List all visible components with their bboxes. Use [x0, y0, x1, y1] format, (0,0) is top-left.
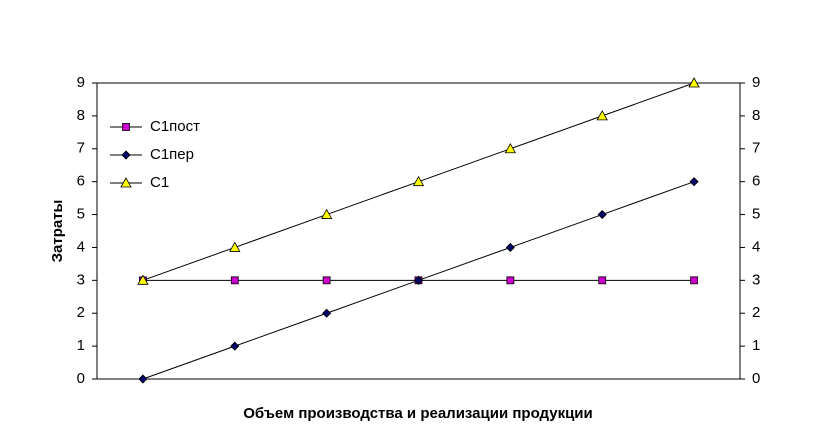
marker-triangle — [229, 241, 241, 252]
marker-diamond — [230, 341, 240, 351]
y2-tick-label: 5 — [752, 206, 760, 223]
marker-diamond — [689, 177, 699, 187]
legend-label: С1 — [150, 174, 169, 191]
marker-triangle — [688, 77, 700, 88]
marker-diamond — [413, 275, 424, 285]
marker-square — [322, 276, 331, 285]
y2-tick-label: 1 — [752, 337, 760, 354]
y2-tick-label: 3 — [752, 271, 760, 288]
y-tick-label: 8 — [77, 107, 85, 124]
y-tick-label: 6 — [77, 173, 85, 190]
marker-triangle — [596, 110, 608, 121]
y-tick-label: 2 — [77, 304, 85, 321]
y-tick-label: 7 — [77, 140, 85, 157]
y2-tick-label: 4 — [752, 238, 760, 255]
legend-marker — [120, 177, 132, 188]
y-tick-label: 3 — [77, 271, 85, 288]
plot-area — [96, 82, 741, 380]
x-axis-title: Объем производства и реализации продукци… — [243, 405, 593, 422]
y-tick-label: 5 — [77, 206, 85, 223]
y2-tick-label: 0 — [752, 370, 760, 387]
y2-tick-label: 6 — [752, 173, 760, 190]
y-tick-label: 1 — [77, 337, 85, 354]
marker-square — [230, 276, 239, 285]
marker-diamond — [322, 308, 332, 318]
y2-tick-label: 2 — [752, 304, 760, 321]
marker-square — [506, 276, 515, 285]
marker-diamond — [597, 209, 607, 220]
legend-label: С1пост — [150, 118, 200, 135]
marker-diamond — [505, 242, 515, 253]
y-axis-title: Затраты — [49, 200, 66, 263]
y-tick-label: 0 — [77, 370, 85, 387]
legend-label: С1пер — [150, 146, 194, 163]
marker-square — [598, 276, 607, 285]
y2-tick-label: 8 — [752, 107, 760, 124]
legend-marker — [121, 150, 131, 160]
y2-tick-label: 7 — [752, 140, 760, 157]
y-tick-label: 9 — [77, 74, 85, 91]
marker-diamond — [138, 374, 148, 384]
legend-marker — [122, 123, 130, 131]
marker-triangle — [137, 274, 149, 285]
y2-tick-label: 9 — [752, 74, 760, 91]
marker-triangle — [320, 208, 333, 219]
marker-triangle — [504, 142, 517, 154]
marker-triangle — [412, 175, 425, 187]
marker-square — [690, 276, 698, 285]
y-tick-label: 4 — [77, 238, 85, 255]
